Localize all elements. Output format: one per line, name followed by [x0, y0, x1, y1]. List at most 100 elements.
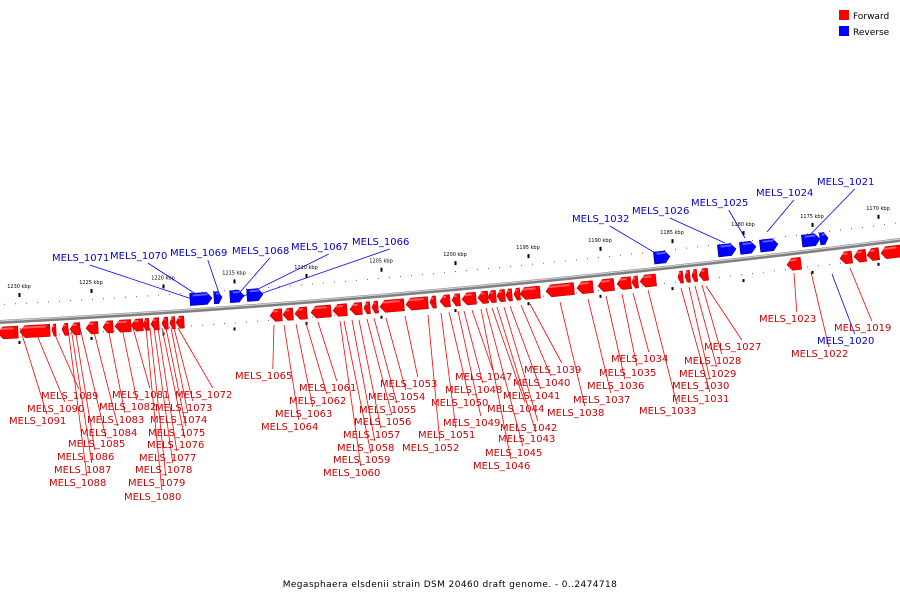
scale-dot [499, 266, 500, 268]
reverse-gene-arrow [801, 233, 821, 248]
forward-gene-label: MELS_1044 [487, 404, 544, 415]
scale-dot [532, 263, 533, 265]
forward-gene-arrow [545, 282, 575, 298]
forward-gene-label: MELS_1055 [359, 405, 416, 416]
scale-dot [697, 246, 698, 248]
scale-tick [90, 336, 93, 340]
forward-gene-label: MELS_1058 [337, 443, 394, 454]
forward-gene-arrow [451, 293, 461, 307]
scale-dot [499, 299, 500, 301]
scale-dot [488, 268, 489, 270]
forward-gene-label: MELS_1030 [672, 381, 729, 392]
forward-gene-label: MELS_1080 [124, 492, 181, 503]
forward-gene-arrow [282, 307, 294, 321]
label-leader-line [587, 298, 612, 394]
forward-gene-arrow [114, 319, 132, 333]
forward-gene-label: MELS_1054 [368, 392, 425, 403]
label-leader-line [496, 306, 537, 433]
scale-dot [818, 265, 819, 267]
forward-gene-label: MELS_1079 [128, 478, 185, 489]
label-leader-line [509, 305, 542, 390]
scale-tick-label: 1210 kbp [294, 265, 318, 271]
scale-dot [4, 303, 5, 305]
scale-dot [202, 324, 203, 326]
scale-tick [527, 302, 530, 306]
forward-gene-arrow [639, 273, 657, 288]
forward-gene-label: MELS_1086 [57, 452, 114, 463]
forward-gene-label: MELS_1022 [791, 349, 848, 360]
label-leader-line [621, 293, 638, 367]
scale-dot [664, 283, 665, 285]
scale-dot [840, 262, 841, 264]
scale-dot [686, 280, 687, 282]
scale-dot [785, 269, 786, 271]
forward-gene-arrow [102, 320, 114, 334]
scale-dot [125, 296, 126, 298]
forward-gene-arrow [69, 322, 81, 336]
forward-gene-label: MELS_1087 [54, 465, 111, 476]
forward-gene-label: MELS_1081 [112, 390, 169, 401]
forward-gene-label: MELS_1077 [139, 453, 196, 464]
forward-gene-arrow [61, 322, 69, 336]
forward-gene-arrow [161, 316, 169, 330]
scale-dot [477, 302, 478, 304]
reverse-gene-label: MELS_1020 [817, 336, 874, 347]
scale-dot [543, 262, 544, 264]
scale-tick-label: 1180 kbp [731, 222, 755, 228]
label-leader-line [688, 286, 711, 380]
gene-arrows [0, 232, 900, 340]
label-leader-line [609, 225, 663, 258]
forward-gene-label: MELS_1027 [704, 342, 761, 353]
forward-gene-label: MELS_1028 [684, 356, 741, 367]
forward-gene-arrow [379, 298, 405, 313]
scale-dot [334, 314, 335, 316]
forward-gene-label: MELS_1082 [99, 402, 156, 413]
forward-gene-label: MELS_1049 [443, 418, 500, 429]
forward-gene-arrow [684, 269, 691, 283]
forward-gene-label: MELS_1052 [402, 443, 459, 454]
reverse-gene-arrow [818, 232, 829, 246]
label-leader-line [19, 327, 48, 415]
scale-dot [213, 290, 214, 292]
label-leader-line [272, 324, 275, 370]
scale-dot [686, 247, 687, 249]
forward-gene-arrow [477, 290, 489, 304]
forward-gene-arrow [880, 244, 900, 260]
scale-dot [26, 302, 27, 304]
forward-gene-arrow [310, 304, 332, 319]
label-leader-line [51, 327, 80, 390]
label-leader-line [529, 303, 563, 364]
legend-reverse-swatch [839, 26, 849, 36]
scale-dot [444, 272, 445, 274]
label-leader-line [165, 327, 187, 427]
label-leader-line [480, 308, 512, 460]
forward-gene-label: MELS_1065 [235, 371, 292, 382]
forward-gene-arrow [691, 269, 698, 282]
scale-tick-label: 1220 kbp [151, 275, 175, 281]
scale-dot [675, 248, 676, 250]
scale-dot [224, 323, 225, 325]
scale-dot [224, 290, 225, 292]
scale-dot [37, 302, 38, 304]
scale-dot [70, 333, 71, 335]
scale-dot [884, 224, 885, 226]
label-leader-line [305, 322, 328, 395]
forward-gene-label: MELS_1088 [49, 478, 106, 489]
forward-gene-label: MELS_1091 [9, 416, 66, 427]
scale-dot [554, 261, 555, 263]
forward-gene-arrow [496, 289, 506, 303]
scale-tick-label: 1185 kbp [660, 230, 684, 236]
label-leader-line [343, 320, 372, 454]
scale-dot [510, 265, 511, 267]
forward-gene-label: MELS_1053 [380, 379, 437, 390]
forward-gene-label: MELS_1043 [498, 434, 555, 445]
scale-tick [527, 254, 530, 259]
scale-dot [741, 274, 742, 276]
label-leader-line [132, 327, 151, 389]
forward-gene-label: MELS_1038 [547, 408, 604, 419]
forward-gene-arrow [677, 270, 684, 284]
forward-gene-label: MELS_1042 [500, 423, 557, 434]
scale-dot [543, 295, 544, 297]
scale-dot [620, 254, 621, 256]
scale-dot [477, 269, 478, 271]
